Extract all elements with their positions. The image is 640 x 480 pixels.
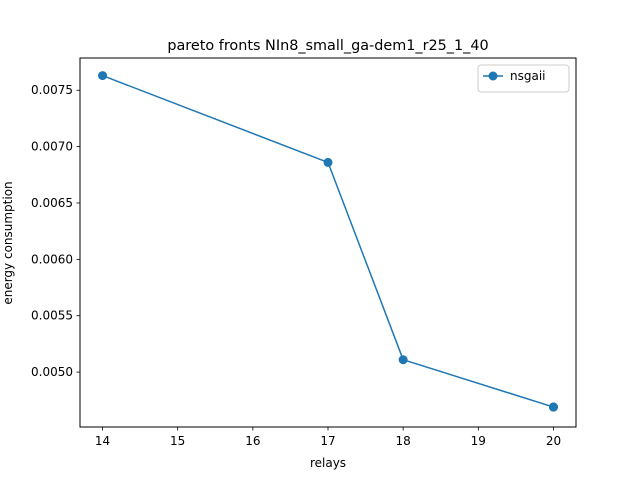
legend-label-nsgaii: nsgaii [510,69,546,83]
legend-marker-nsgaii [488,71,498,81]
series-layer [98,71,558,412]
x-tick-label: 18 [396,434,411,448]
legend: nsgaii [477,64,570,93]
data-point-nsgaii [98,71,108,81]
y-tick-label: 0.0065 [31,196,73,210]
y-axis-ticks: 0.0050 0.0055 0.0060 0.0065 0.0070 0.0075 [31,83,80,379]
y-tick-label: 0.0070 [31,140,73,154]
plot-frame [79,57,577,428]
legend-box [477,64,570,93]
plot-area [80,58,576,427]
x-tick-label: 17 [320,434,335,448]
x-tick-label: 16 [245,434,260,448]
chart-title: pareto fronts NIn8_small_ga-dem1_r25_1_4… [167,38,488,54]
x-tick-label: 19 [471,434,486,448]
data-point-nsgaii [398,355,408,365]
y-tick-label: 0.0060 [31,252,73,266]
y-axis-label: energy consumption [1,181,15,304]
data-point-nsgaii [548,402,558,412]
x-tick-label: 14 [95,434,110,448]
y-tick-label: 0.0075 [31,83,73,97]
y-tick-label: 0.0050 [31,365,73,379]
x-axis-label: relays [310,456,346,470]
x-tick-label: 20 [546,434,561,448]
data-point-nsgaii [323,157,333,167]
y-tick-label: 0.0055 [31,309,73,323]
x-tick-label: 15 [170,434,185,448]
x-axis-ticks: 14 15 16 17 18 19 20 [95,427,561,448]
series-line-nsgaii [102,74,554,408]
